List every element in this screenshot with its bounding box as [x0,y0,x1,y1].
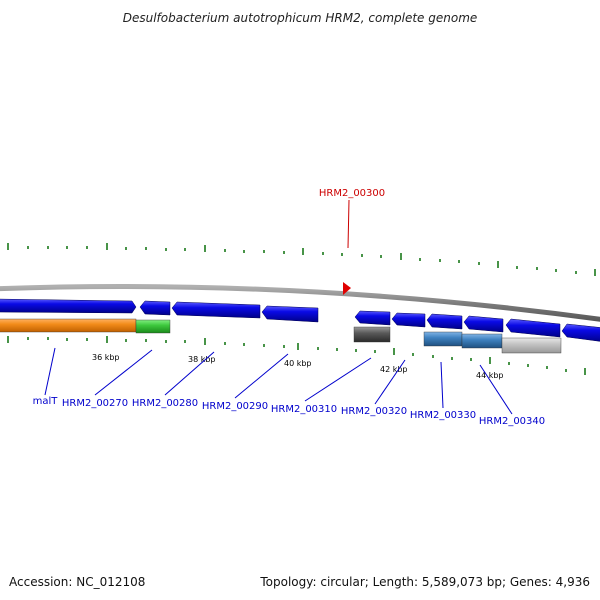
feature-track [0,318,562,354]
leader-line-hrm2-00290 [234,353,289,399]
gene-label-malt[interactable]: malT [33,396,59,407]
gene-label-hrm2-00320[interactable]: HRM2_00320 [341,406,407,417]
cds-arrow-hrm2-00270[interactable] [139,300,171,316]
feature-bar-light-gray[interactable] [501,337,562,354]
forward-cds-group [0,298,319,323]
gene-label-hrm2-00310[interactable]: HRM2_00310 [271,404,337,415]
scale-label-40kbp: 40 kbp [284,359,312,368]
leader-line-malt [44,347,56,396]
gene-label-hrm2-00270[interactable]: HRM2_00270 [62,398,128,409]
gene-label-hrm2-00290[interactable]: HRM2_00290 [202,401,268,412]
cds-arrow-extra-1[interactable] [505,318,561,338]
gene-label-hrm2-00340[interactable]: HRM2_00340 [479,416,545,427]
outer-tick-marks [7,243,596,276]
footer-stats: Topology: circular; Length: 5,589,073 bp… [260,575,590,589]
cds-arrow-hrm2-00340[interactable] [463,315,504,333]
leader-line-hrm2-00320 [374,359,406,405]
leader-line-hrm2-00300 [347,199,350,249]
scale-label-42kbp: 42 kbp [380,365,408,374]
cds-arrow-hrm2-00310[interactable] [354,310,391,326]
leader-line-hrm2-00270 [94,349,153,396]
gene-labels: malT HRM2_00270 HRM2_00280 HRM2_00290 HR… [33,396,546,427]
feature-bar-orange[interactable] [0,318,137,333]
reverse-cds-group [354,310,600,342]
leader-line-hrm2-00310 [304,357,372,402]
feature-bar-steel-blue-1[interactable] [423,331,463,347]
cds-arrow-hrm2-00290[interactable] [261,305,319,323]
gene-label-hrm2-00280[interactable]: HRM2_00280 [132,398,198,409]
genome-backbone [0,283,600,322]
feature-bar-dark-gray[interactable] [353,326,391,343]
cds-arrow-hrm2-00280[interactable] [171,301,261,319]
cds-arrow-extra-2[interactable] [561,323,600,342]
feature-bar-green[interactable] [135,319,171,334]
scale-label-44kbp: 44 kbp [476,371,504,380]
hrm2-00300-marker[interactable] [343,282,351,295]
gene-label-hrm2-00330[interactable]: HRM2_00330 [410,410,476,421]
leader-lines [44,347,513,415]
scale-labels: 36 kbp 38 kbp 40 kbp 42 kbp 44 kbp [92,353,504,380]
scale-label-36kbp: 36 kbp [92,353,120,362]
scale-label-38kbp: 38 kbp [188,355,216,364]
gene-label-hrm2-00300[interactable]: HRM2_00300 [319,188,385,199]
cds-arrow-malt[interactable] [0,298,137,314]
map-title: Desulfobacterium autotrophicum HRM2, com… [122,11,478,25]
cds-arrow-hrm2-00320[interactable] [391,312,426,328]
feature-bar-steel-blue-2[interactable] [461,333,503,349]
footer-accession: Accession: NC_012108 [9,575,146,589]
leader-line-hrm2-00280 [164,351,215,396]
inner-tick-marks [7,336,586,375]
leader-line-hrm2-00330 [440,361,444,409]
cds-arrow-hrm2-00330[interactable] [426,313,463,330]
leader-line-hrm2-00340 [479,364,513,415]
